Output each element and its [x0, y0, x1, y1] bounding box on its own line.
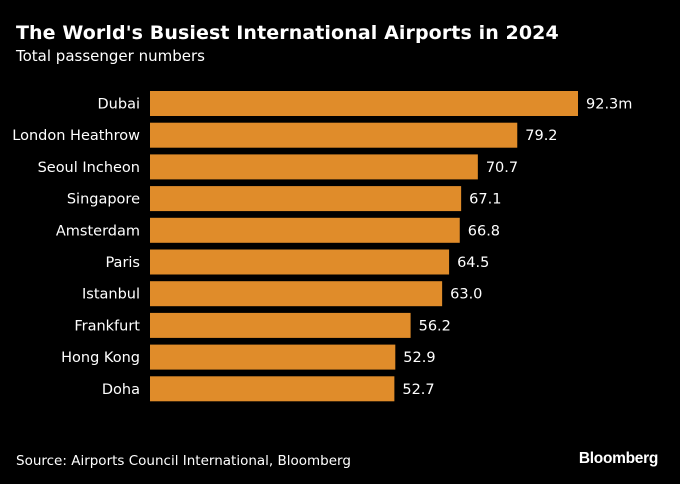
value-label-frankfurt: 56.2 [419, 318, 451, 334]
bar-singapore [150, 186, 462, 212]
value-label-paris: 64.5 [457, 255, 489, 271]
bar-dubai [150, 91, 578, 116]
bar-paris [150, 249, 450, 275]
value-label-istanbul: 63.0 [450, 287, 482, 303]
category-label-doha: Doha [102, 382, 140, 398]
bar-chart: Dubai London Heathrow Seoul Incheon Singapo… [12, 91, 632, 402]
chart-title: The World's Busiest International Airpor… [16, 22, 559, 44]
value-label-dubai: 92.3m [586, 97, 632, 113]
category-label-dubai: Dubai [98, 97, 140, 113]
category-label-paris: Paris [105, 255, 140, 271]
category-label-london-heathrow: London Heathrow [12, 128, 140, 144]
bar-amsterdam [150, 217, 460, 243]
category-label-frankfurt: Frankfurt [74, 318, 140, 334]
bloomberg-logo: Bloomberg [578, 450, 658, 467]
bar-doha [150, 376, 395, 402]
category-label-istanbul: Istanbul [82, 287, 140, 303]
category-label-amsterdam: Amsterdam [56, 223, 140, 239]
category-label-seoul-incheon: Seoul Incheon [38, 160, 140, 176]
source-note: Source: Airports Council International, … [16, 453, 351, 469]
bar-frankfurt [150, 312, 411, 338]
value-label-seoul-incheon: 70.7 [486, 160, 518, 176]
bar-istanbul [150, 281, 443, 307]
chart-subtitle: Total passenger numbers [16, 47, 205, 65]
value-label-london-heathrow: 79.2 [525, 128, 557, 144]
category-label-singapore: Singapore [67, 192, 140, 208]
category-labels-group: Dubai London Heathrow Seoul Incheon Singapo… [12, 97, 140, 398]
value-label-singapore: 67.1 [469, 192, 501, 208]
bar-london-heathrow [150, 122, 518, 148]
bar-seoul-incheon [150, 154, 478, 180]
value-labels-group: 92.3m 79.2 70.7 67.1 66.8 64.5 63.0 56.2 52.9 52.… [402, 97, 632, 398]
bar-hong-kong [150, 344, 396, 370]
value-label-amsterdam: 66.8 [468, 223, 500, 239]
bars-group [150, 91, 578, 402]
value-label-hong-kong: 52.9 [403, 350, 435, 366]
value-label-doha: 52.7 [402, 382, 434, 398]
category-label-hong-kong: Hong Kong [61, 350, 140, 366]
